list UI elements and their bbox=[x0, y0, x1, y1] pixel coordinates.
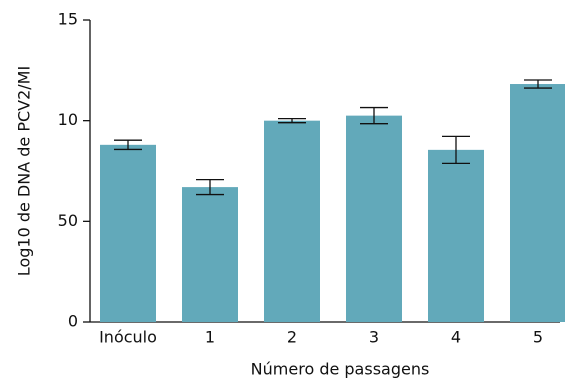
y-tick-label: 10 bbox=[58, 110, 78, 129]
y-tick-label: 0 bbox=[68, 312, 78, 331]
bar bbox=[264, 120, 320, 323]
bar bbox=[428, 149, 484, 322]
bar bbox=[182, 187, 238, 322]
y-tick-label: 15 bbox=[58, 10, 78, 29]
x-tick-label: 4 bbox=[451, 328, 461, 347]
x-tick-label: Inóculo bbox=[99, 328, 157, 347]
x-tick-label: 2 bbox=[287, 328, 297, 347]
bar bbox=[100, 144, 156, 322]
x-axis-label: Número de passagens bbox=[251, 360, 430, 379]
x-tick-label: 3 bbox=[369, 328, 379, 347]
bar bbox=[346, 115, 402, 322]
x-tick-label: 1 bbox=[205, 328, 215, 347]
x-tick-label: 5 bbox=[533, 328, 543, 347]
bar bbox=[510, 84, 565, 322]
y-tick-label: 50 bbox=[58, 211, 78, 230]
y-axis-label: Log10 de DNA de PCV2/MI bbox=[15, 66, 34, 276]
